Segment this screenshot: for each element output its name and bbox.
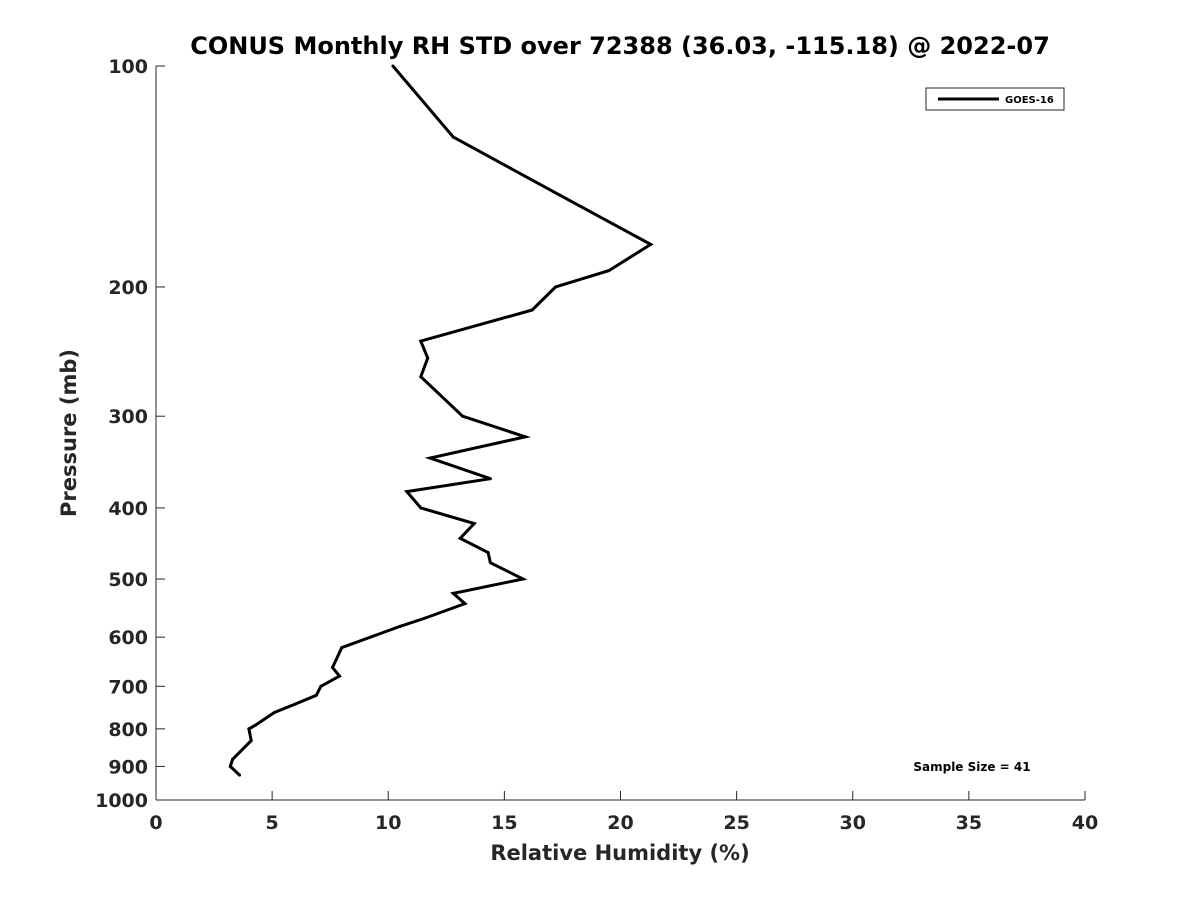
data-point xyxy=(472,522,476,525)
data-point xyxy=(521,577,525,581)
x-axis-ticks: 0 5 10 15 20 25 30 35 40 xyxy=(149,791,1098,834)
data-point xyxy=(231,757,235,761)
y-tick-label: 300 xyxy=(108,406,148,428)
y-tick-label: 700 xyxy=(108,676,148,698)
data-point xyxy=(419,375,423,379)
data-point xyxy=(426,356,430,360)
data-point xyxy=(338,674,341,678)
plot-axes xyxy=(155,66,1085,801)
y-axis-ticks: 100 200 300 400 500 600 700 800 900 1000 xyxy=(95,56,165,812)
data-point xyxy=(228,764,232,768)
data-point xyxy=(254,723,258,727)
data-point xyxy=(458,536,462,540)
x-tick-label: 35 xyxy=(956,812,982,834)
data-point xyxy=(488,561,492,565)
y-tick-label: 1000 xyxy=(95,790,148,812)
y-tick-label: 400 xyxy=(108,498,148,520)
data-point xyxy=(314,693,318,697)
data-point xyxy=(331,666,334,669)
data-point xyxy=(451,135,455,139)
sample-size-annotation: Sample Size = 41 xyxy=(913,760,1030,774)
data-point xyxy=(405,490,409,494)
data-point xyxy=(398,624,402,628)
data-point xyxy=(523,435,527,439)
series-points xyxy=(228,64,653,777)
data-point xyxy=(554,285,557,289)
data-point xyxy=(649,242,653,246)
data-point xyxy=(340,646,344,650)
data-point xyxy=(247,727,251,731)
data-point xyxy=(530,308,534,312)
data-point xyxy=(419,339,423,343)
data-point xyxy=(558,193,562,197)
x-tick-label: 40 xyxy=(1072,812,1098,834)
y-tick-label: 500 xyxy=(108,569,148,591)
data-point xyxy=(391,64,395,68)
y-tick-label: 800 xyxy=(108,719,148,741)
chart-title: CONUS Monthly RH STD over 72388 (36.03, … xyxy=(190,32,1050,60)
data-point xyxy=(319,684,323,688)
x-tick-label: 25 xyxy=(723,812,749,834)
data-point xyxy=(486,551,490,554)
x-tick-label: 5 xyxy=(266,812,279,834)
y-tick-label: 600 xyxy=(108,627,148,649)
x-tick-label: 15 xyxy=(491,812,517,834)
y-axis-label: Pressure (mb) xyxy=(57,349,81,517)
data-point xyxy=(272,711,276,714)
data-point xyxy=(461,414,465,418)
data-point xyxy=(428,456,432,460)
data-point xyxy=(423,616,427,620)
legend: GOES-16 xyxy=(925,87,1065,111)
x-tick-label: 10 xyxy=(375,812,401,834)
data-point xyxy=(607,269,611,273)
y-tick-label: 900 xyxy=(108,756,148,778)
series-line-goes-16 xyxy=(228,65,654,777)
data-point xyxy=(293,702,297,706)
data-point xyxy=(488,477,492,481)
y-tick-label: 200 xyxy=(108,277,148,299)
y-tick-label: 100 xyxy=(108,56,148,78)
x-tick-label: 0 xyxy=(149,812,162,834)
legend-label-goes-16: GOES-16 xyxy=(1005,95,1054,106)
x-tick-label: 30 xyxy=(840,812,866,834)
data-point xyxy=(419,506,423,510)
data-point xyxy=(451,591,455,595)
data-point xyxy=(238,773,242,777)
x-axis-label: Relative Humidity (%) xyxy=(490,841,749,865)
data-point xyxy=(249,739,253,743)
x-tick-label: 20 xyxy=(607,812,633,834)
data-point xyxy=(463,602,467,606)
